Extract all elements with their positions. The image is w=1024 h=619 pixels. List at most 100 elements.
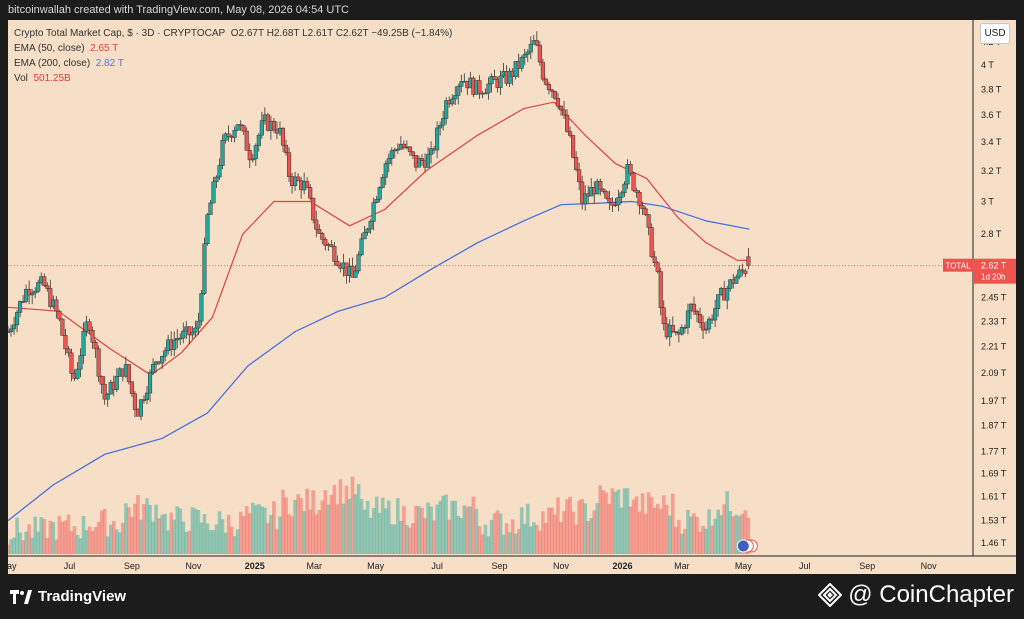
volume-bar	[302, 511, 306, 554]
candle-body	[314, 219, 319, 230]
x-tick-label: May	[8, 561, 17, 571]
candle-body	[507, 70, 512, 84]
volume-bar	[272, 501, 276, 554]
volume-bar	[438, 500, 442, 554]
volume-bar	[371, 508, 376, 554]
candle-body	[574, 157, 579, 170]
volume-bar	[680, 533, 684, 554]
volume-bar	[631, 499, 636, 554]
volume-bar	[580, 498, 584, 554]
candle-body	[522, 54, 527, 58]
volume-bar	[347, 498, 352, 554]
candle-body	[743, 270, 748, 274]
candle-body	[18, 301, 23, 313]
volume-bar	[278, 516, 282, 554]
y-tick-label: 2.21 T	[981, 341, 1007, 351]
candle-body	[190, 331, 195, 336]
legend-ema50-row[interactable]: EMA (50, close) 2.65 T	[14, 41, 452, 56]
coinchapter-brand: @ CoinChapter	[848, 581, 1014, 608]
candle-body	[220, 139, 225, 166]
volume-bar	[489, 519, 494, 554]
volume-bar	[181, 521, 186, 554]
candle-body	[498, 75, 503, 88]
candle-body	[42, 276, 47, 286]
volume-bar	[66, 514, 71, 554]
candle-body	[202, 243, 207, 294]
volume-bar	[559, 522, 563, 554]
candle-body	[244, 130, 249, 151]
legend-symbol: Crypto Total Market Cap, $ · 3D · CRYPTO…	[14, 28, 226, 39]
legend-vol-row[interactable]: Vol 501.25B	[14, 71, 452, 86]
volume-bar	[435, 504, 439, 554]
legend-ema200-row[interactable]: EMA (200, close) 2.82 T	[14, 56, 452, 71]
x-tick-label: Sep	[492, 561, 508, 571]
candle-body	[63, 335, 68, 350]
volume-bar	[329, 495, 334, 554]
vol-label: Vol	[14, 73, 28, 84]
candle-body	[172, 339, 177, 350]
volume-bar	[247, 513, 252, 554]
volume-bar	[226, 514, 231, 554]
coinchapter-diamond-icon	[818, 583, 843, 607]
volume-bar	[456, 515, 461, 554]
volume-bar	[136, 495, 140, 554]
volume-bar	[474, 508, 479, 554]
candle-body	[489, 76, 494, 85]
price-chart[interactable]: 4.2 T4 T3.8 T3.6 T3.4 T3.2 T3 T2.8 T2.45…	[8, 20, 1016, 574]
volume-bar	[547, 507, 551, 554]
y-tick-label: 3.4 T	[981, 137, 1002, 147]
candle-body	[679, 327, 684, 335]
volume-bar	[522, 523, 527, 554]
volume-bar	[677, 519, 681, 554]
volume-bar	[220, 519, 225, 554]
volume-bar	[208, 530, 213, 554]
candle-body	[114, 376, 119, 390]
x-tick-label: Nov	[921, 561, 938, 571]
candle-body	[725, 288, 730, 301]
volume-bar	[480, 534, 485, 554]
candle-body	[280, 127, 286, 146]
chart-panel[interactable]: 4.2 T4 T3.8 T3.6 T3.4 T3.2 T3 T2.8 T2.45…	[8, 20, 1016, 574]
candle-body	[208, 202, 213, 215]
candle-body	[643, 208, 648, 215]
volume-bar	[728, 511, 733, 554]
volume-bar	[305, 488, 309, 554]
volume-bar	[426, 502, 430, 554]
volume-bar	[386, 500, 391, 554]
volume-bar	[713, 518, 717, 554]
candle-body	[655, 262, 660, 272]
volume-bar	[202, 513, 207, 554]
candle-body	[214, 176, 219, 183]
candle-body	[561, 109, 567, 116]
time-axis-panel	[8, 557, 1016, 574]
candle-body	[66, 348, 71, 354]
volume-bar	[550, 507, 554, 554]
volume-bar	[232, 536, 237, 554]
volume-bar	[217, 511, 222, 554]
volume-bar	[374, 496, 379, 554]
candle-body	[734, 276, 739, 284]
volume-bar	[492, 513, 497, 554]
volume-bar	[525, 503, 530, 554]
y-tick-label: 2.33 T	[981, 316, 1007, 326]
candle-body	[27, 288, 32, 296]
volume-bar	[299, 498, 303, 554]
candle-body	[377, 187, 382, 200]
candle-body	[296, 176, 301, 181]
candle-body	[132, 393, 137, 410]
candle-body	[555, 98, 561, 107]
volume-bar	[468, 506, 473, 554]
volume-bar	[121, 522, 125, 554]
currency-button[interactable]: USD	[980, 23, 1010, 44]
volume-bar	[535, 524, 539, 554]
tradingview-logo[interactable]: TradingView	[10, 588, 126, 605]
volume-bar	[187, 530, 192, 554]
candle-body	[205, 214, 210, 244]
attribution-text: bitcoinwallah created with TradingView.c…	[8, 4, 349, 16]
volume-bar	[8, 544, 10, 554]
candle-body	[332, 246, 337, 262]
volume-bar	[102, 508, 107, 554]
volume-bar	[619, 507, 624, 554]
candle-body	[199, 293, 204, 322]
volume-bar	[362, 509, 367, 554]
